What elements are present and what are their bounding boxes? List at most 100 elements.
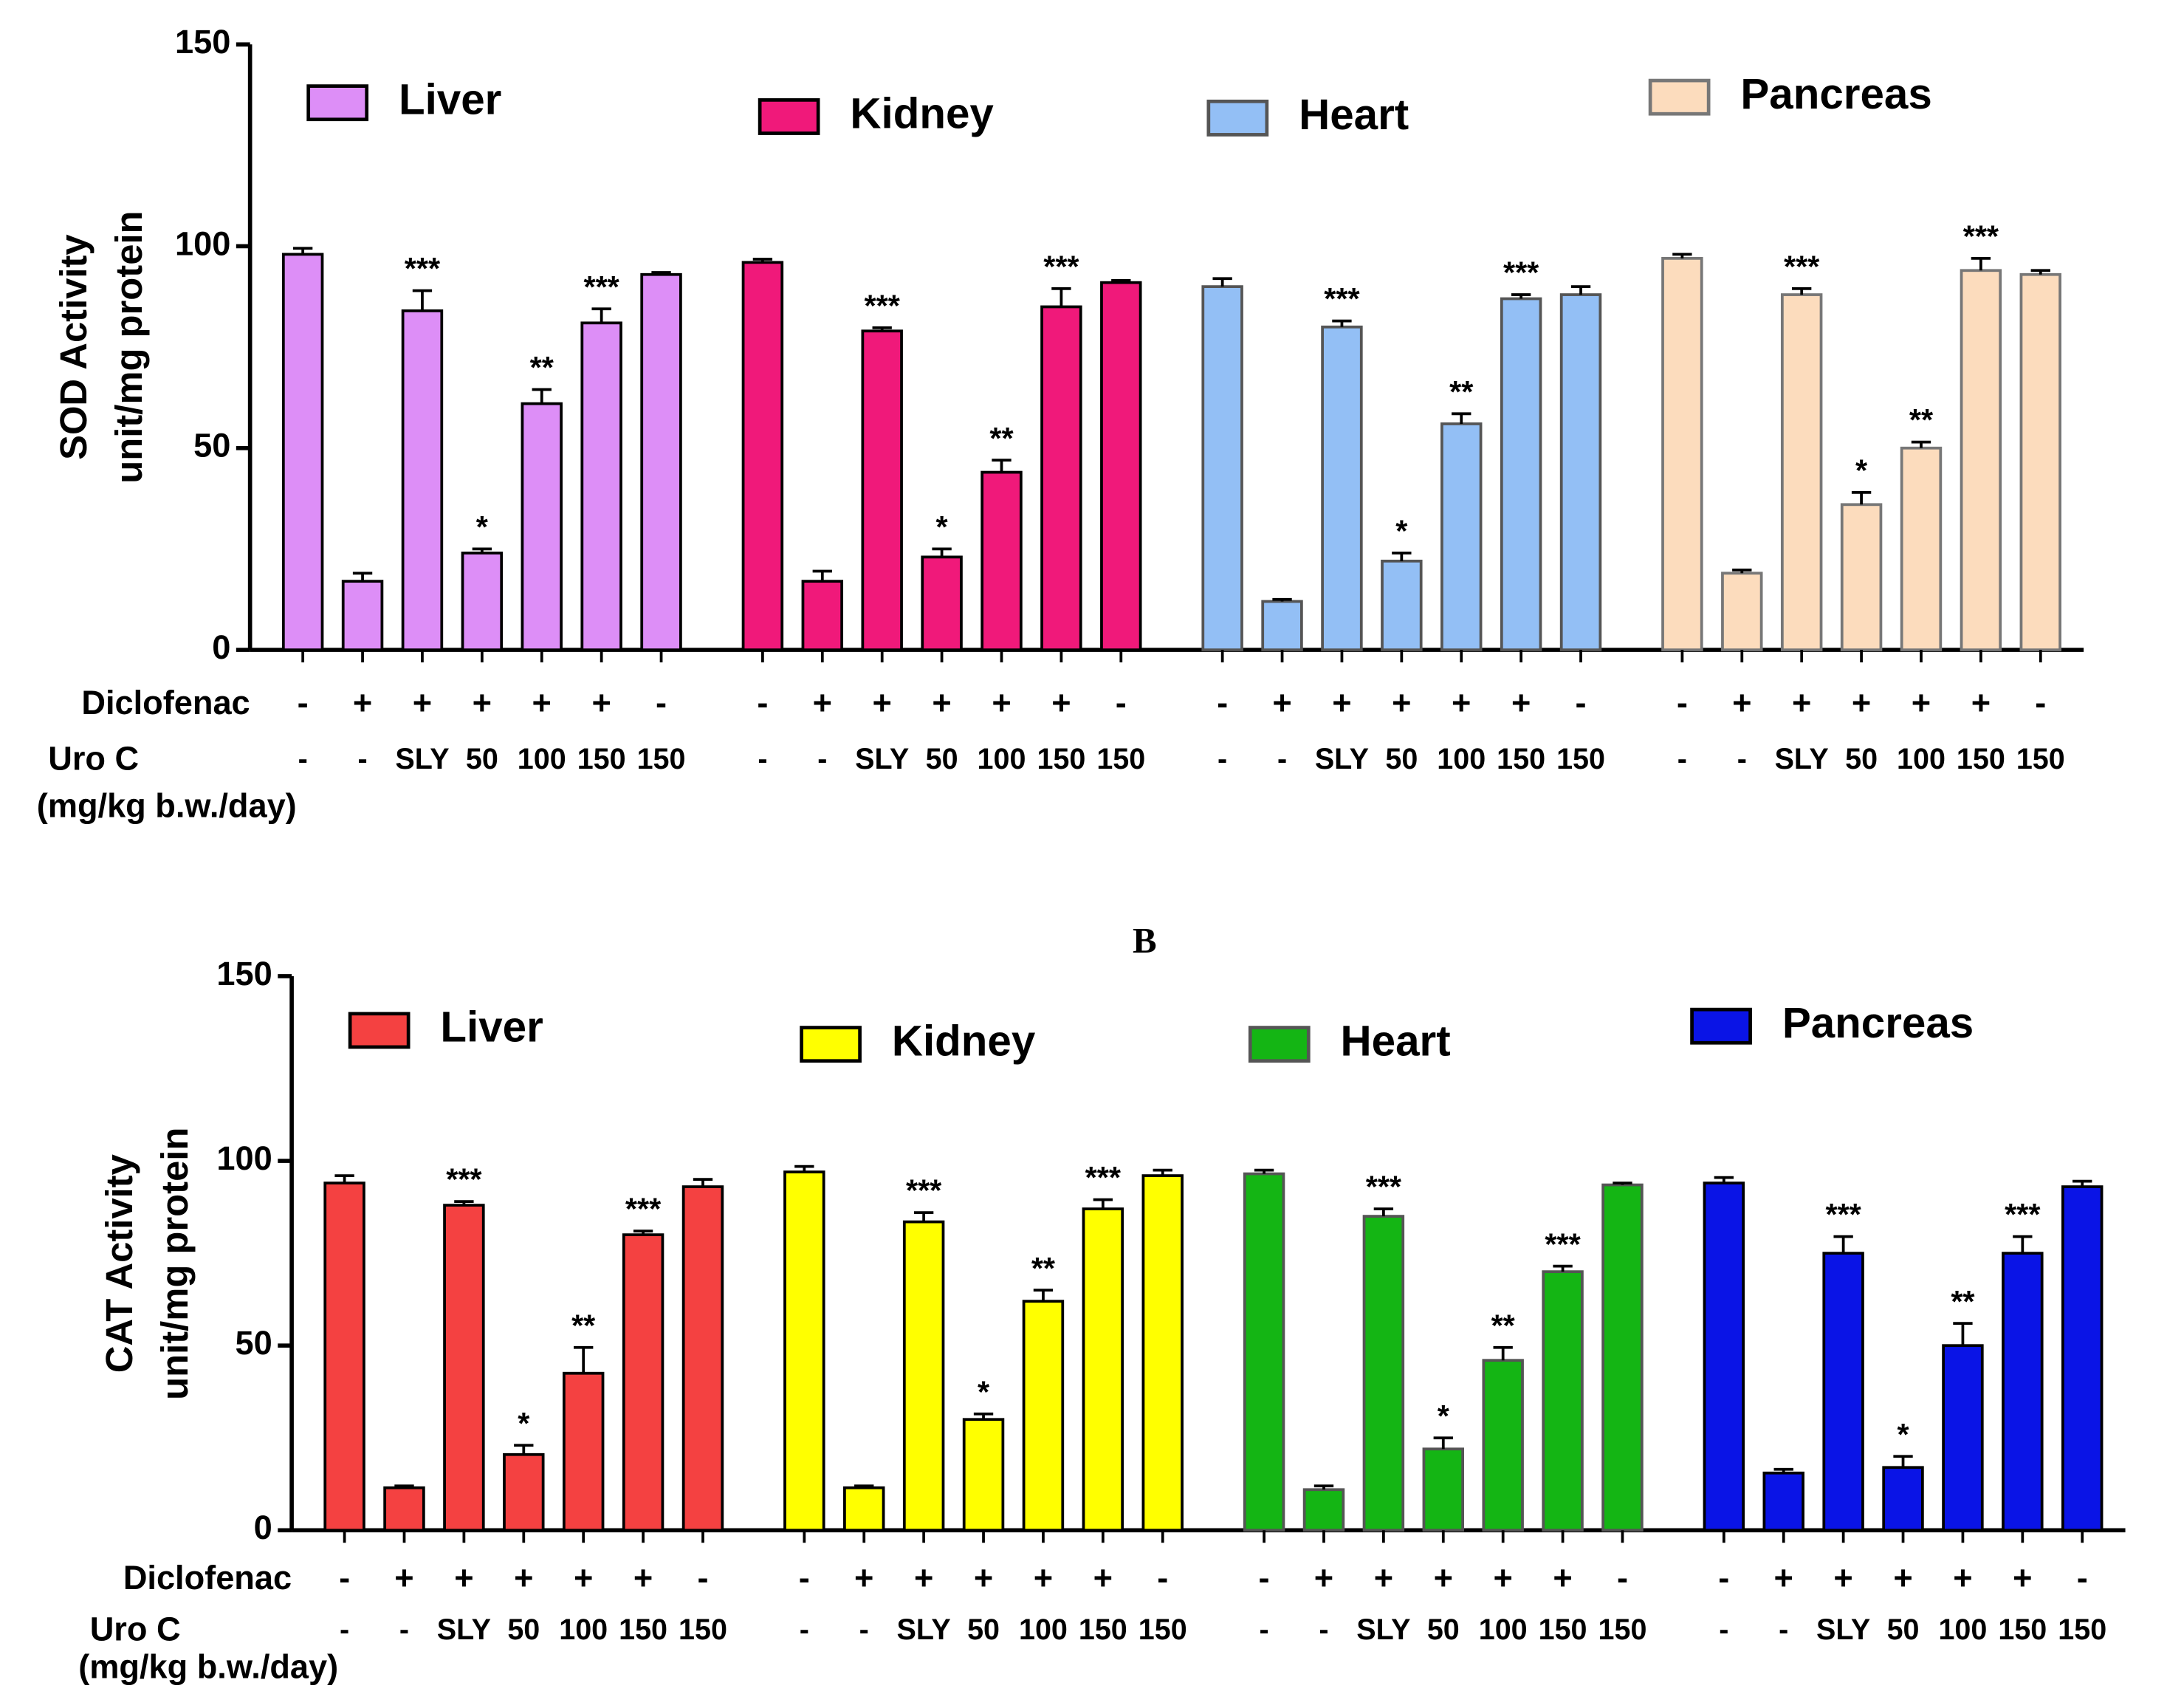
bar [1022,1300,1065,1532]
row-value: 50 [1385,743,1418,775]
error-bar [1792,287,1812,295]
legend-swatch [1248,1026,1311,1063]
row-value: 150 [2058,1613,2106,1646]
row-value: + [1893,1559,1912,1596]
bar [1040,305,1082,651]
error-bar [1773,1467,1793,1473]
row-value: 150 [1037,743,1085,775]
bar [1661,256,1703,651]
row-value: - [1259,1559,1270,1596]
row-value: + [1051,684,1071,721]
row-value: - [1737,743,1747,775]
row-value: 150 [1957,743,2005,775]
y-tick-label: 100 [216,1139,272,1177]
row-value: + [413,684,432,721]
error-bar [794,1165,814,1173]
bar [2061,1185,2104,1532]
bar [2019,272,2062,651]
error-bar [1373,1207,1394,1217]
significance: *** [583,270,619,304]
significance: *** [865,289,901,323]
row-value: - [1719,1613,1728,1646]
panel-title: B [1133,920,1157,961]
row-value: 150 [1598,1613,1647,1646]
significance: ** [1909,403,1934,437]
error-bar [2072,1179,2092,1187]
significance: ** [1491,1309,1516,1342]
error-bar [633,1229,653,1235]
error-bar [651,271,671,275]
error-bar [1254,1168,1274,1174]
significance: ** [1449,375,1474,409]
row-value: + [1833,1559,1852,1596]
error-bar [532,388,552,404]
row-value: 100 [1479,1613,1528,1646]
bar [1762,1471,1804,1532]
row-value: + [1912,684,1931,721]
legend-swatch [1206,99,1269,137]
row-value: - [298,684,309,721]
row-value: + [454,1559,473,1596]
bar [1780,293,1823,651]
error-bar [1511,293,1531,299]
error-bar [1851,491,1872,505]
row-value: + [873,684,892,721]
y-tick-label: 100 [175,224,230,262]
row-value: - [1617,1559,1628,1596]
row-value: 50 [507,1613,540,1646]
significance: *** [405,252,441,286]
error-bar [973,1412,994,1420]
error-bar [1553,1264,1573,1272]
error-bar [854,1484,874,1488]
row-value: 100 [1437,743,1486,775]
row-value: - [859,1613,869,1646]
bar [1261,600,1303,651]
error-bar [1911,440,1931,448]
bar [1601,1183,1644,1532]
row-value: + [514,1559,533,1596]
significance: ** [571,1309,596,1342]
error-bar [1153,1168,1172,1176]
significance: *** [625,1193,662,1227]
row-value: + [1511,684,1531,721]
row-value: 150 [1079,1613,1127,1646]
row-value: + [1494,1559,1513,1596]
significance: *** [446,1163,482,1197]
error-bar [514,1444,534,1455]
significance: *** [1366,1170,1402,1204]
legend-label: Kidney [850,89,994,137]
legend-label: Pancreas [1782,999,1974,1047]
bar [843,1486,885,1532]
row-value: - [1157,1559,1168,1596]
bar [741,261,784,651]
bar [1900,446,1943,651]
error-bar [412,289,433,311]
row-value: SLY [1356,1613,1410,1646]
row-value: + [473,684,492,721]
error-bar [1272,597,1292,602]
error-bar [2030,269,2050,275]
y-axis-title: SOD Activity [52,234,95,460]
error-bar [812,569,832,582]
error-bar [1332,319,1352,327]
row-value: - [1319,1613,1328,1646]
error-bar [1093,1198,1113,1210]
row-label: Diclofenac [123,1559,292,1596]
bar [443,1204,485,1532]
row-value: + [591,684,611,721]
error-bar [1953,1322,1973,1346]
row-value: + [532,684,552,721]
row-sublabel: (mg/kg b.w./day) [78,1647,338,1685]
y-tick-label: 50 [193,427,230,464]
row-value: + [1034,1559,1053,1596]
row-value: 50 [926,743,958,775]
row-value: + [1553,1559,1572,1596]
error-bar [292,247,313,255]
row-value: + [1434,1559,1453,1596]
row-value: 150 [1497,743,1545,775]
row-sublabel: (mg/kg b.w./day) [37,786,297,824]
row-value: 100 [1938,1613,1987,1646]
error-bar [334,1174,354,1184]
significance: ** [1951,1285,1975,1319]
error-bar [394,1484,414,1488]
